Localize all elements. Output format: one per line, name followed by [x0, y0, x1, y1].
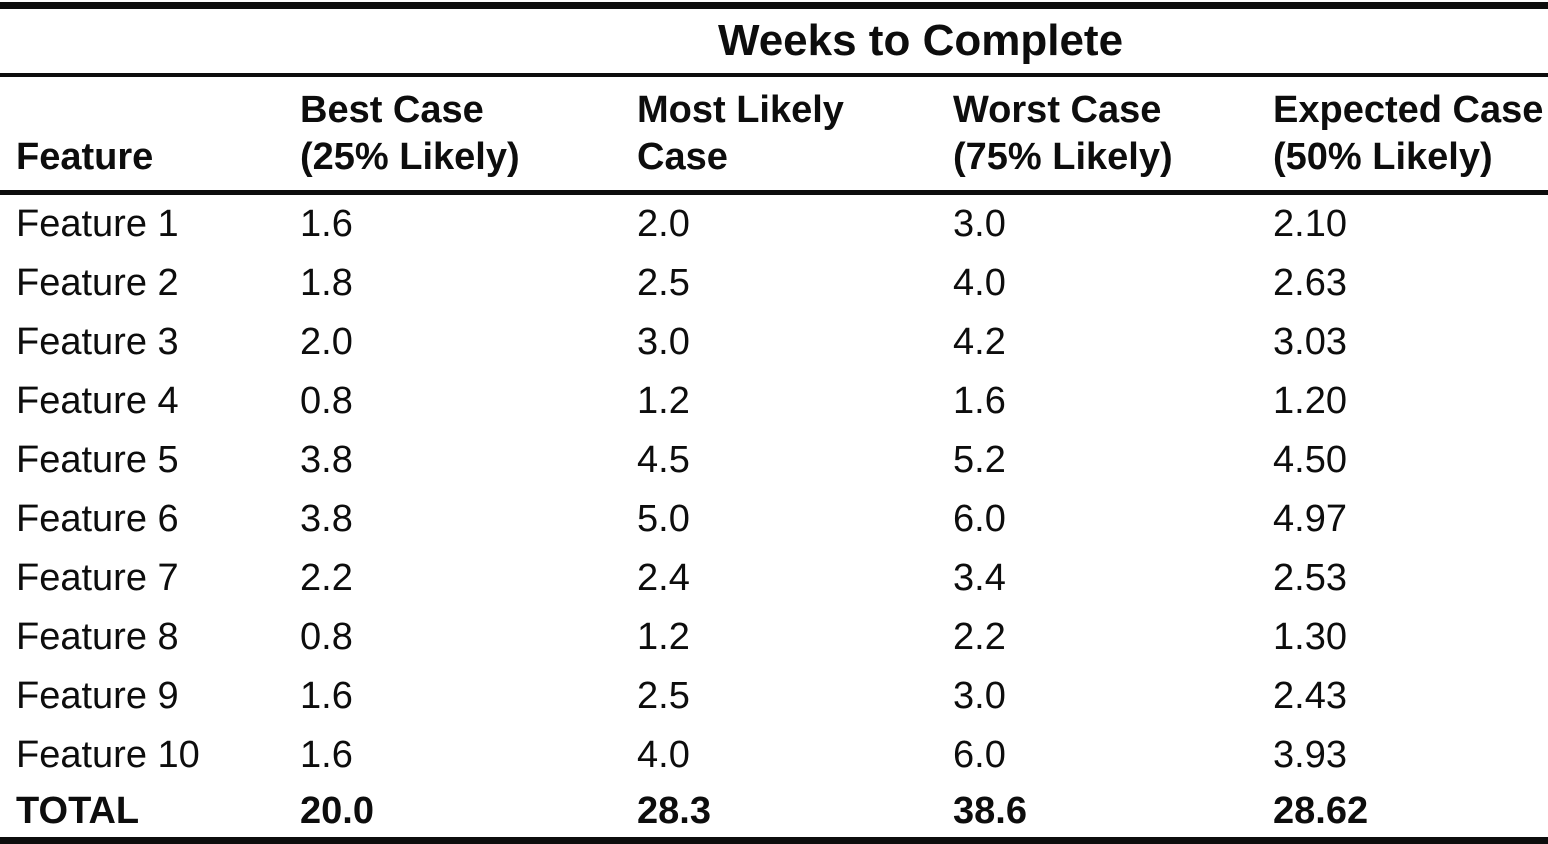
most-likely-cell: 2.5 — [637, 262, 690, 304]
spanner-header-row: Weeks to Complete — [0, 5, 1548, 77]
best-case-cell: 2.2 — [300, 557, 353, 599]
expected-case-cell: 2.53 — [1273, 557, 1347, 599]
feature-name-cell: Feature 1 — [16, 203, 179, 245]
worst-case-cell: 5.2 — [953, 439, 1006, 481]
most-likely-cell: 2.5 — [637, 675, 690, 717]
best-case-cell: 0.8 — [300, 380, 353, 422]
column-header-best-case: Best Case (25% Likely) — [293, 75, 630, 195]
best-case-cell: 3.8 — [300, 498, 353, 540]
expected-case-cell: 2.63 — [1273, 262, 1347, 304]
table-row: Feature 9 1.6 2.5 3.0 2.43 — [0, 667, 1548, 726]
worst-case-cell: 3.0 — [953, 203, 1006, 245]
total-most-likely-cell: 28.3 — [637, 789, 711, 832]
worst-case-cell: 3.4 — [953, 557, 1006, 599]
weeks-to-complete-spanner: Weeks to Complete — [293, 5, 1548, 77]
header-line: Best Case — [300, 89, 484, 132]
expected-case-cell: 4.50 — [1273, 439, 1347, 481]
expected-case-cell: 1.20 — [1273, 380, 1347, 422]
worst-case-cell: 6.0 — [953, 734, 1006, 776]
table-row: Feature 5 3.8 4.5 5.2 4.50 — [0, 431, 1548, 490]
best-case-cell: 1.6 — [300, 734, 353, 776]
feature-name-cell: Feature 2 — [16, 262, 179, 304]
table-row: Feature 10 1.6 4.0 6.0 3.93 — [0, 726, 1548, 785]
column-header-row: Feature Best Case (25% Likely) Most Like… — [0, 75, 1548, 195]
total-worst-case-cell: 38.6 — [953, 789, 1027, 832]
feature-name-cell: Feature 10 — [16, 734, 200, 776]
most-likely-cell: 2.4 — [637, 557, 690, 599]
table-row: Feature 2 1.8 2.5 4.0 2.63 — [0, 254, 1548, 313]
best-case-cell: 1.8 — [300, 262, 353, 304]
table-row: Feature 8 0.8 1.2 2.2 1.30 — [0, 608, 1548, 667]
expected-case-cell: 2.43 — [1273, 675, 1347, 717]
feature-name-cell: Feature 4 — [16, 380, 179, 422]
column-header-worst-case: Worst Case (75% Likely) — [946, 75, 1266, 195]
feature-name-cell: Feature 7 — [16, 557, 179, 599]
expected-case-cell: 1.30 — [1273, 616, 1347, 658]
feature-name-cell: Feature 3 — [16, 321, 179, 363]
header-line: Feature — [16, 135, 154, 178]
most-likely-cell: 5.0 — [637, 498, 690, 540]
table-row: Feature 6 3.8 5.0 6.0 4.97 — [0, 490, 1548, 549]
header-line: Worst Case — [953, 89, 1162, 132]
feature-name-cell: Feature 8 — [16, 616, 179, 658]
header-subline: (25% Likely) — [300, 135, 520, 178]
most-likely-cell: 3.0 — [637, 321, 690, 363]
expected-case-cell: 4.97 — [1273, 498, 1347, 540]
header-subline: Case — [637, 135, 728, 178]
most-likely-cell: 1.2 — [637, 380, 690, 422]
best-case-cell: 3.8 — [300, 439, 353, 481]
worst-case-cell: 1.6 — [953, 380, 1006, 422]
total-row: TOTAL 20.0 28.3 38.6 28.62 — [0, 785, 1548, 841]
table-row: Feature 4 0.8 1.2 1.6 1.20 — [0, 372, 1548, 431]
most-likely-cell: 4.0 — [637, 734, 690, 776]
table-row: Feature 1 1.6 2.0 3.0 2.10 — [0, 193, 1548, 255]
total-best-case-cell: 20.0 — [300, 789, 374, 832]
most-likely-cell: 4.5 — [637, 439, 690, 481]
best-case-cell: 1.6 — [300, 675, 353, 717]
column-header-expected-case: Expected Case (50% Likely) — [1266, 75, 1548, 195]
worst-case-cell: 4.0 — [953, 262, 1006, 304]
header-line: Expected Case — [1273, 89, 1544, 132]
best-case-cell: 2.0 — [300, 321, 353, 363]
feature-name-cell: Feature 9 — [16, 675, 179, 717]
best-case-cell: 0.8 — [300, 616, 353, 658]
expected-case-cell: 3.03 — [1273, 321, 1347, 363]
header-subline: (50% Likely) — [1273, 135, 1493, 178]
header-subline: (75% Likely) — [953, 135, 1173, 178]
total-expected-case-cell: 28.62 — [1273, 789, 1369, 832]
most-likely-cell: 2.0 — [637, 203, 690, 245]
worst-case-cell: 3.0 — [953, 675, 1006, 717]
spanner-empty-cell — [0, 5, 293, 77]
worst-case-cell: 4.2 — [953, 321, 1006, 363]
feature-name-cell: Feature 6 — [16, 498, 179, 540]
most-likely-cell: 1.2 — [637, 616, 690, 658]
worst-case-cell: 2.2 — [953, 616, 1006, 658]
best-case-cell: 1.6 — [300, 203, 353, 245]
column-header-most-likely: Most Likely Case — [630, 75, 946, 195]
table-row: Feature 3 2.0 3.0 4.2 3.03 — [0, 313, 1548, 372]
feature-name-cell: Feature 5 — [16, 439, 179, 481]
worst-case-cell: 6.0 — [953, 498, 1006, 540]
header-line: Most Likely — [637, 89, 844, 132]
column-header-feature: Feature — [0, 75, 293, 195]
total-label-cell: TOTAL — [16, 789, 140, 832]
table-row: Feature 7 2.2 2.4 3.4 2.53 — [0, 549, 1548, 608]
expected-case-cell: 2.10 — [1273, 203, 1347, 245]
expected-case-cell: 3.93 — [1273, 734, 1347, 776]
